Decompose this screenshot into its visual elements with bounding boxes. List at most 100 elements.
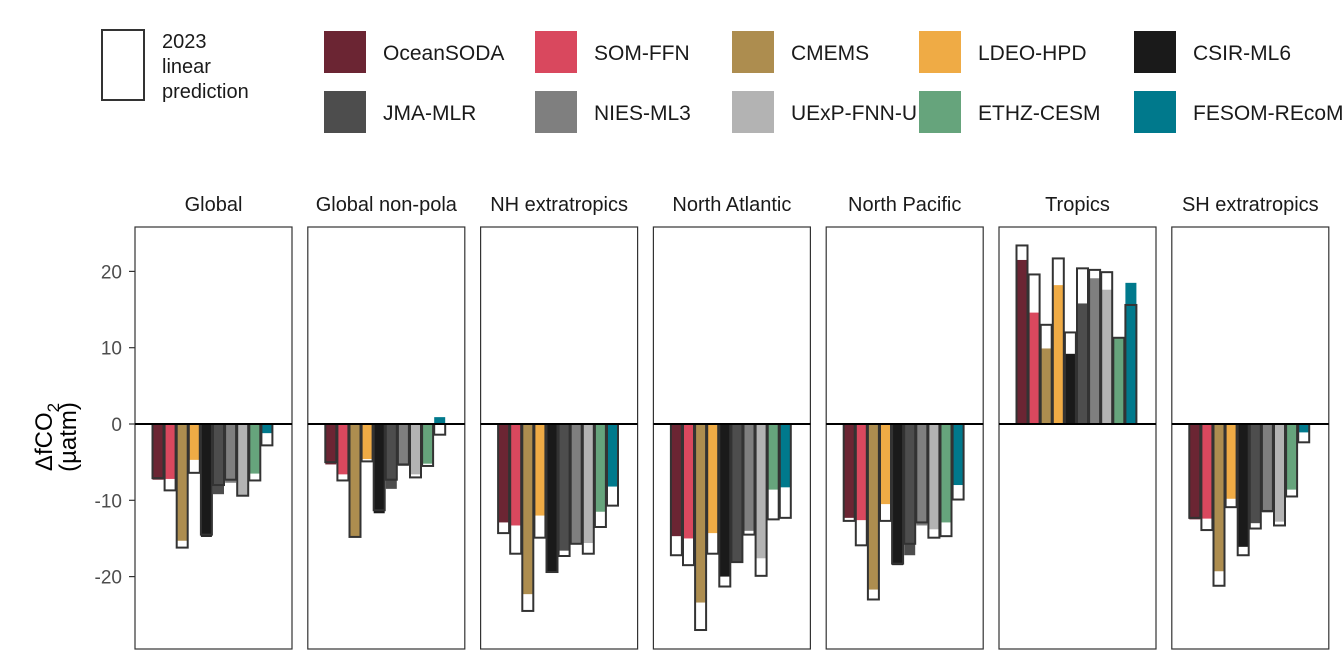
bar-2023-nies-ml3 bbox=[743, 424, 755, 531]
bar-2023-som-ffn bbox=[337, 424, 349, 475]
y-tick-label: -10 bbox=[95, 491, 122, 512]
facet-global: Global bbox=[134, 194, 293, 650]
bar-2023-som-ffn bbox=[164, 424, 176, 479]
bar-2023-fesom-recom bbox=[261, 424, 273, 434]
legend-item-jma-mlr: JMA-MLR bbox=[324, 91, 476, 133]
bar-2023-ldeo-hpd bbox=[707, 424, 719, 534]
bar-2023-ethz-cesm bbox=[767, 424, 779, 490]
legend-item-uexp-fnn-u: UExP-FNN-U bbox=[732, 91, 917, 133]
facet-tropics: Tropics bbox=[998, 194, 1157, 650]
bar-2023-fesom-recom bbox=[607, 424, 618, 487]
facet-global-non-pola: Global non-pola bbox=[307, 194, 466, 650]
bar-2023-oceansoda bbox=[152, 424, 164, 480]
bar-2023-csir-ml6 bbox=[373, 424, 385, 514]
legend-swatch bbox=[324, 31, 366, 73]
y-axis: 20 10 0 -10 -20 bbox=[95, 262, 135, 589]
legend-item-nies-ml3: NIES-ML3 bbox=[535, 91, 691, 133]
bar-2023-nies-ml3 bbox=[1261, 424, 1273, 513]
facet-title: Global non-pola bbox=[316, 194, 458, 216]
facet-north-pacific: North Pacific bbox=[825, 194, 984, 650]
bar-2023-jma-mlr bbox=[1249, 424, 1261, 524]
bar-2023-som-ffn bbox=[1201, 424, 1213, 519]
bar-2023-cmems bbox=[1213, 424, 1225, 572]
legend-swatch bbox=[324, 91, 366, 133]
y-tick-label: 0 bbox=[111, 415, 122, 436]
facet-panels: Global Global non-pola NH extratropics Nort… bbox=[134, 194, 1330, 650]
legend-item-csir-ml6: CSIR-ML6 bbox=[1134, 31, 1291, 73]
y-tick-label: 20 bbox=[101, 262, 122, 283]
legend-box-label-line-2: linear bbox=[162, 56, 211, 78]
legend-label: UExP-FNN-U bbox=[791, 102, 917, 125]
bar-2023-nies-ml3 bbox=[1089, 278, 1101, 424]
bar-2023-uexp-fnn-u bbox=[1101, 289, 1113, 424]
bar-2023-uexp-fnn-u bbox=[582, 424, 594, 544]
bar-2023-csir-ml6 bbox=[200, 424, 212, 537]
bar-2023-oceansoda bbox=[670, 424, 682, 537]
bar-2023-ethz-cesm bbox=[940, 424, 952, 523]
legend-label: CMEMS bbox=[791, 42, 869, 65]
legend-item-fesom-recom: FESOM-REcoM bbox=[1134, 91, 1344, 133]
bar-2023-cmems bbox=[349, 424, 361, 537]
legend-label: CSIR-ML6 bbox=[1193, 42, 1291, 65]
bar-2023-csir-ml6 bbox=[719, 424, 731, 577]
facet-title: Global bbox=[185, 194, 243, 216]
legend-swatch bbox=[535, 91, 577, 133]
bar-2023-ldeo-hpd bbox=[880, 424, 891, 505]
y-tick-label: -20 bbox=[95, 568, 122, 589]
bar-2023-cmems bbox=[1040, 348, 1052, 424]
bar-2023-ethz-cesm bbox=[422, 424, 434, 464]
legend-label: JMA-MLR bbox=[383, 102, 476, 125]
bar-2023-fesom-recom bbox=[779, 424, 791, 488]
bar-2023-uexp-fnn-u bbox=[755, 424, 767, 559]
facet-title: North Atlantic bbox=[672, 194, 791, 216]
bar-2023-ethz-cesm bbox=[1113, 337, 1125, 424]
legend-item-ethz-cesm: ETHZ-CESM bbox=[919, 91, 1101, 133]
bar-2023-som-ffn bbox=[1028, 312, 1040, 424]
y-axis-title: ΔfCO2 bbox=[31, 403, 63, 471]
bar-2023-nies-ml3 bbox=[570, 424, 582, 544]
legend-box-label-line-1: 2023 bbox=[162, 31, 207, 53]
bar-2023-ethz-cesm bbox=[249, 424, 261, 474]
legend-label: LDEO-HPD bbox=[978, 42, 1087, 65]
bar-2023-jma-mlr bbox=[385, 424, 397, 489]
legend-label: NIES-ML3 bbox=[594, 102, 691, 125]
bar-2023-uexp-fnn-u bbox=[928, 424, 940, 530]
legend-outline-swatch bbox=[101, 29, 145, 101]
bar-2023-fesom-recom bbox=[1125, 282, 1137, 424]
facet-nh-extratropics: NH extratropics bbox=[480, 194, 639, 650]
bar-2023-som-ffn bbox=[510, 424, 522, 526]
y-axis-unit: (µatm) bbox=[55, 402, 82, 472]
legend-swatch bbox=[1134, 31, 1176, 73]
bar-2023-csir-ml6 bbox=[546, 424, 558, 573]
facet-title: North Pacific bbox=[848, 194, 961, 216]
legend-label: ETHZ-CESM bbox=[978, 102, 1101, 125]
bar-2023-ldeo-hpd bbox=[1225, 424, 1237, 499]
bar-2023-cmems bbox=[522, 424, 534, 595]
bar-2023-jma-mlr bbox=[731, 424, 743, 563]
bar-2023-uexp-fnn-u bbox=[410, 424, 421, 475]
bar-2023-som-ffn bbox=[855, 424, 867, 521]
facet-title: NH extratropics bbox=[490, 194, 628, 216]
bar-2023-fesom-recom bbox=[1298, 424, 1310, 433]
bar-2023-nies-ml3 bbox=[225, 424, 237, 483]
facet-title: Tropics bbox=[1045, 194, 1110, 216]
legend-box-label-line-3: prediction bbox=[162, 81, 249, 103]
legend-swatch bbox=[732, 31, 774, 73]
bar-2023-nies-ml3 bbox=[916, 424, 928, 526]
bar-2023-csir-ml6 bbox=[1237, 424, 1249, 547]
bar-2023-uexp-fnn-u bbox=[237, 424, 249, 497]
bar-2023-jma-mlr bbox=[213, 424, 224, 495]
legend-item-cmems: CMEMS bbox=[732, 31, 869, 73]
bar-2023-nies-ml3 bbox=[397, 424, 409, 466]
bar-2023-oceansoda bbox=[1016, 259, 1028, 424]
bar-2023-oceansoda bbox=[1189, 424, 1201, 520]
legend-item-som-ffn: SOM-FFN bbox=[535, 31, 690, 73]
bar-2023-fesom-recom bbox=[434, 417, 446, 424]
legend-label: FESOM-REcoM bbox=[1193, 102, 1344, 125]
bar-2023-ethz-cesm bbox=[1286, 424, 1298, 490]
bar-2023-ldeo-hpd bbox=[534, 424, 546, 516]
bar-2023-som-ffn bbox=[683, 424, 694, 539]
legend-swatch bbox=[1134, 91, 1176, 133]
facet-sh-extratropics: SH extratropics bbox=[1171, 194, 1330, 650]
